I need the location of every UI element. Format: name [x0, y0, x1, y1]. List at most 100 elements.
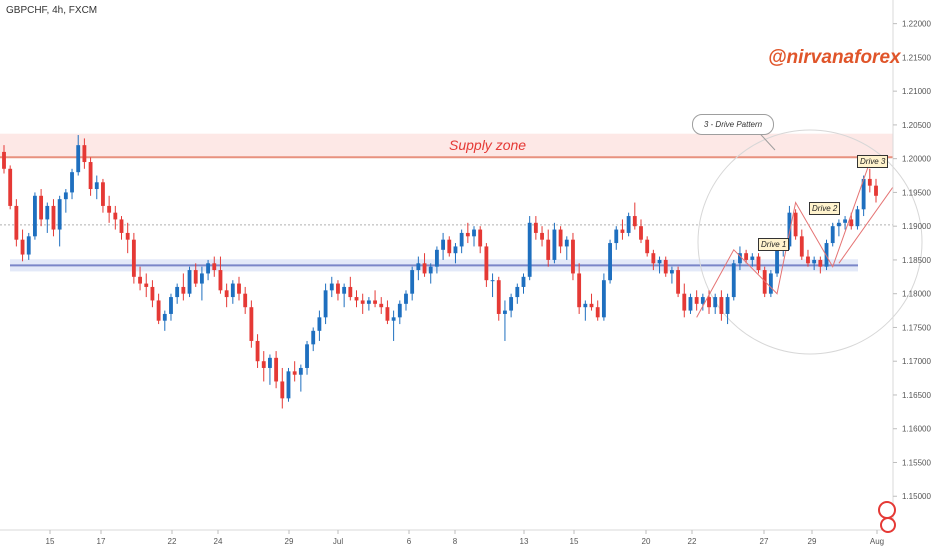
time-tick-label: 22 — [168, 537, 177, 546]
candle-body — [719, 297, 724, 314]
candle-body — [255, 340, 260, 362]
time-tick-label: Aug — [870, 537, 884, 546]
drive2-label: Drive 2 — [809, 202, 841, 215]
time-tick-label: 6 — [407, 537, 412, 546]
candle-body — [651, 253, 656, 264]
candle-body — [169, 297, 173, 314]
candle-body — [404, 293, 408, 304]
candle-body — [26, 236, 31, 255]
candle-body — [57, 199, 62, 230]
candle-body — [645, 239, 650, 254]
price-tick-label: 1.21500 — [902, 53, 931, 62]
candle-body — [224, 290, 229, 298]
candle-body — [317, 317, 322, 331]
candle-body — [51, 205, 56, 230]
price-tick-label: 1.17000 — [902, 357, 931, 366]
candle-body — [360, 300, 365, 304]
candle-body — [329, 283, 334, 291]
time-tick-label: 15 — [570, 537, 579, 546]
candle-body — [595, 307, 600, 318]
candle-body — [336, 283, 340, 294]
candle-body — [354, 297, 359, 301]
candle-body — [775, 249, 779, 274]
candle-body — [688, 297, 693, 311]
candle-body — [861, 178, 866, 210]
time-axis[interactable]: 15 17 22 24 29 Jul 6 8 13 15 20 22 27 29 Aug — [46, 530, 885, 546]
candle-body — [39, 195, 44, 220]
candle-body — [311, 330, 316, 345]
candle-body — [286, 371, 291, 399]
pattern-callout: 3 - Drive Pattern — [692, 114, 774, 135]
author-handle: @nirvanaforex — [768, 47, 901, 68]
candle-body — [527, 222, 532, 277]
candle-body — [107, 205, 112, 213]
candle-body — [162, 313, 167, 321]
candle-body — [812, 259, 817, 264]
candle-body — [577, 273, 582, 308]
candle-body — [131, 239, 136, 277]
candle-body — [750, 256, 755, 260]
candle-body — [608, 243, 612, 281]
candle-body — [70, 172, 74, 193]
candle-body — [818, 259, 823, 267]
candle-body — [453, 246, 458, 254]
price-tick-label: 1.19500 — [902, 188, 931, 197]
tradingview-badge-icon[interactable] — [880, 517, 896, 533]
price-tick-label: 1.22000 — [902, 20, 931, 29]
candle-body — [855, 209, 860, 227]
candle-body — [515, 286, 520, 298]
candle-body — [787, 212, 792, 247]
price-tick-label: 1.16500 — [902, 391, 931, 400]
price-tick-label: 1.17500 — [902, 323, 931, 332]
price-tick-label: 1.18000 — [902, 290, 931, 299]
candle-body — [119, 219, 124, 233]
candle-body — [874, 185, 878, 196]
candle-body — [385, 307, 390, 321]
candle-body — [243, 293, 248, 308]
candle-body — [762, 270, 767, 294]
time-tick-label: 24 — [214, 537, 223, 546]
candle-body — [298, 367, 303, 375]
candle-body — [101, 182, 105, 206]
candle-body — [478, 229, 483, 247]
candle-body — [459, 232, 464, 247]
candle-body — [342, 286, 347, 294]
symbol-title: GBPCHF, 4h, FXCM — [6, 5, 98, 16]
time-tick-label: 15 — [46, 537, 55, 546]
candle-body — [793, 212, 798, 237]
candle-body — [744, 253, 749, 260]
supply-zone-band — [0, 133, 893, 158]
candle-body — [601, 280, 606, 318]
candle-body — [261, 361, 266, 368]
price-tick-label: 1.15500 — [902, 458, 931, 467]
candle-body — [583, 303, 588, 308]
candle-body — [447, 239, 452, 254]
candle-body — [564, 239, 569, 247]
candle-body — [509, 297, 514, 311]
price-axis[interactable]: 1.22000 1.21500 1.21000 1.20500 1.20000 1.195… — [893, 20, 931, 502]
candle-body — [434, 249, 439, 267]
candle-body — [639, 226, 643, 240]
candle-body — [552, 229, 557, 260]
candle-body — [8, 168, 13, 206]
zones-layer — [0, 133, 893, 272]
candle-body — [416, 263, 421, 271]
candle-body — [138, 276, 142, 284]
candle-body — [348, 286, 353, 298]
candle-body — [94, 182, 99, 190]
candle-body — [212, 263, 217, 271]
pattern-circle-layer — [697, 124, 923, 355]
candle-body — [181, 286, 186, 294]
candle-body — [156, 300, 161, 321]
candle-body — [657, 259, 662, 264]
candle-body — [546, 239, 551, 260]
candle-body — [806, 256, 810, 264]
candle-body — [465, 232, 470, 237]
candle-body — [867, 178, 872, 186]
candle-body — [558, 229, 563, 247]
time-tick-label: 8 — [453, 537, 458, 546]
candle-body — [391, 317, 396, 321]
candle-body — [676, 270, 681, 294]
candle-body — [230, 283, 235, 298]
